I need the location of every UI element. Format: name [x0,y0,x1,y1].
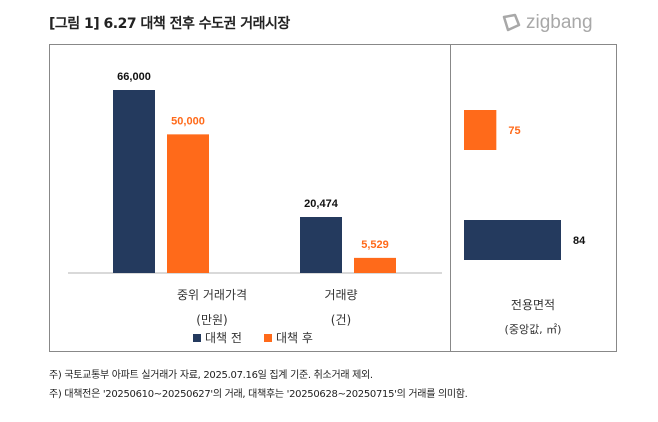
logo-text: zigbang [526,12,593,33]
hbar-before [464,220,561,260]
data-label: 66,000 [117,71,151,83]
bar-after [354,257,396,273]
zigbang-logo-icon [502,13,521,32]
legend-label: 대책 후 [276,330,313,345]
zigbang-logo: zigbang [500,12,593,34]
note-2: 주) 대책전은 '20250610~20250627'의 거래, 대책후는 '2… [49,389,468,400]
legend-swatch [193,334,201,342]
data-label: 5,529 [361,239,389,251]
chart-title: [그림 1] 6.27 대책 전후 수도권 거래시장 [49,16,290,32]
unit-label: (중앙값, ㎡) [505,323,562,336]
hbar-after [464,110,497,150]
note-1: 주) 국토교통부 아파트 실거래가 자료, 2025.07.16일 집계 기준.… [49,370,373,381]
category-label: 거래량 [324,288,357,302]
right-panel [450,44,617,352]
unit-label: (건) [331,313,351,327]
category-label: 중위 거래가격 [177,288,247,302]
left-panel [49,44,450,352]
legend-label: 대책 전 [205,330,242,345]
bar-before [113,90,155,273]
data-label: 75 [508,125,520,137]
data-label: 50,000 [171,115,205,127]
bar-before [300,217,342,273]
data-label: 84 [573,235,586,247]
category-label: 전용면적 [511,298,555,312]
legend-swatch [264,334,272,342]
data-label: 20,474 [304,198,339,210]
unit-label: (만원) [196,313,227,327]
bar-after [167,134,209,273]
